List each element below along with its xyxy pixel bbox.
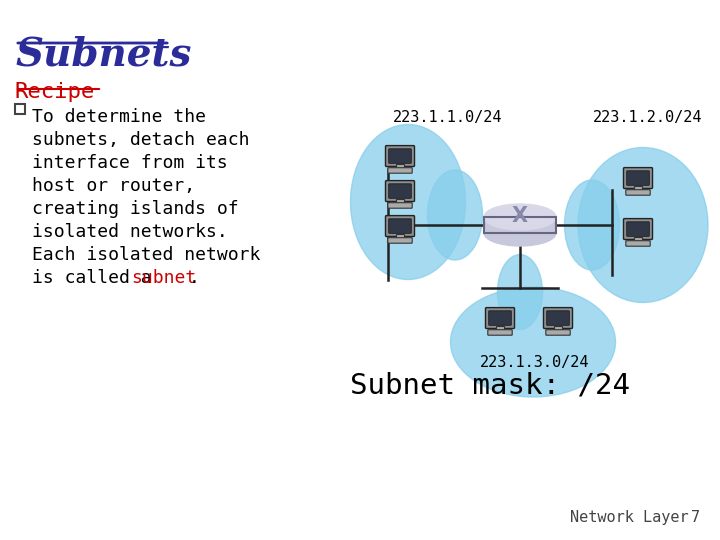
Text: is called a: is called a (32, 269, 163, 287)
Ellipse shape (498, 254, 542, 329)
Text: Subnet mask: /24: Subnet mask: /24 (350, 372, 630, 400)
FancyBboxPatch shape (389, 219, 411, 233)
Text: Network Layer: Network Layer (570, 510, 688, 525)
Ellipse shape (564, 180, 619, 270)
FancyBboxPatch shape (385, 146, 415, 166)
FancyBboxPatch shape (385, 180, 415, 201)
Text: subnet: subnet (131, 269, 197, 287)
Text: host or router,: host or router, (32, 177, 195, 195)
Text: Recipe: Recipe (15, 82, 95, 102)
Bar (15, 104, 25, 114)
Ellipse shape (351, 125, 466, 280)
FancyBboxPatch shape (554, 326, 562, 331)
Text: interface from its: interface from its (32, 154, 228, 172)
Text: 7: 7 (691, 510, 700, 525)
Text: 223.1.1.0/24: 223.1.1.0/24 (393, 110, 503, 125)
Text: subnets, detach each: subnets, detach each (32, 131, 250, 149)
Text: isolated networks.: isolated networks. (32, 223, 228, 241)
Ellipse shape (484, 220, 556, 246)
Text: creating islands of: creating islands of (32, 200, 238, 218)
FancyBboxPatch shape (388, 238, 412, 243)
FancyBboxPatch shape (626, 222, 649, 237)
Text: 223.1.3.0/24: 223.1.3.0/24 (480, 355, 590, 370)
FancyBboxPatch shape (488, 330, 512, 335)
Text: Each isolated network: Each isolated network (32, 246, 261, 264)
FancyBboxPatch shape (484, 217, 556, 233)
FancyBboxPatch shape (546, 311, 570, 325)
FancyBboxPatch shape (485, 308, 515, 328)
Text: X: X (512, 206, 528, 226)
Text: Subnets: Subnets (15, 35, 192, 73)
Ellipse shape (428, 170, 482, 260)
Ellipse shape (451, 287, 616, 397)
FancyBboxPatch shape (626, 190, 650, 195)
FancyBboxPatch shape (388, 202, 412, 208)
FancyBboxPatch shape (626, 241, 650, 246)
Text: 223.1.2.0/24: 223.1.2.0/24 (593, 110, 703, 125)
FancyBboxPatch shape (389, 184, 411, 198)
FancyBboxPatch shape (388, 168, 412, 173)
FancyBboxPatch shape (634, 186, 642, 191)
FancyBboxPatch shape (385, 215, 415, 237)
Text: .: . (189, 269, 200, 287)
Ellipse shape (484, 204, 556, 230)
Ellipse shape (578, 147, 708, 302)
FancyBboxPatch shape (626, 171, 649, 185)
Text: To determine the: To determine the (32, 108, 206, 126)
FancyBboxPatch shape (397, 164, 404, 169)
FancyBboxPatch shape (546, 330, 570, 335)
FancyBboxPatch shape (397, 234, 404, 239)
FancyBboxPatch shape (624, 167, 652, 188)
FancyBboxPatch shape (634, 237, 642, 242)
FancyBboxPatch shape (544, 308, 572, 328)
FancyBboxPatch shape (389, 149, 411, 163)
FancyBboxPatch shape (496, 326, 503, 331)
FancyBboxPatch shape (397, 199, 404, 204)
FancyBboxPatch shape (624, 219, 652, 240)
FancyBboxPatch shape (489, 311, 511, 325)
